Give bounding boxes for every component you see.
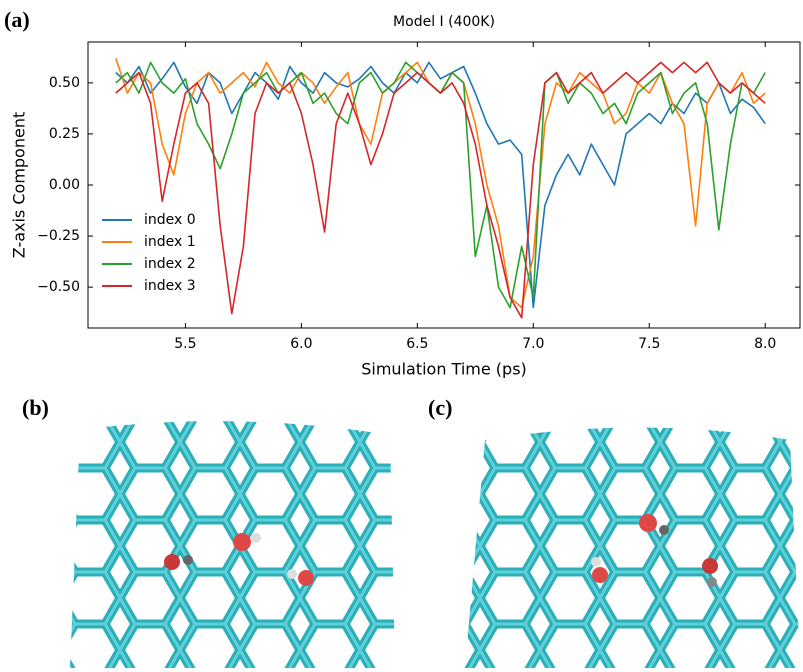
x-tick-label: 6.0 [290, 336, 312, 352]
nanotube-b [70, 421, 395, 668]
y-tick-label: −0.50 [37, 279, 80, 295]
panel-label: (a) [4, 7, 30, 32]
panel-label: (b) [22, 395, 49, 420]
x-tick-label: 8.0 [754, 336, 776, 352]
line-series [116, 62, 765, 317]
legend-label: index 0 [144, 212, 196, 228]
nanotube-c [465, 428, 800, 669]
y-tick-label: 0.50 [49, 75, 80, 91]
x-tick-label: 6.5 [406, 336, 428, 352]
x-tick-label: 7.0 [522, 336, 544, 352]
panel-label: (c) [428, 395, 452, 420]
x-axis-label: Simulation Time (ps) [361, 360, 527, 379]
legend-label: index 1 [144, 234, 196, 250]
legend-label: index 2 [144, 256, 196, 272]
y-axis-label: Z-axis Component [10, 112, 29, 258]
figure: (a) (b) (c) Model I (400K) Simulation Ti… [0, 0, 803, 668]
y-tick-label: 0.00 [49, 177, 80, 193]
chart-title: Model I (400K) [393, 14, 495, 30]
y-tick-label: 0.25 [49, 126, 80, 142]
x-tick-label: 7.5 [638, 336, 660, 352]
y-tick-label: −0.25 [37, 228, 80, 244]
legend-label: index 3 [144, 278, 196, 294]
x-tick-label: 5.5 [174, 336, 196, 352]
line-series [116, 62, 765, 307]
